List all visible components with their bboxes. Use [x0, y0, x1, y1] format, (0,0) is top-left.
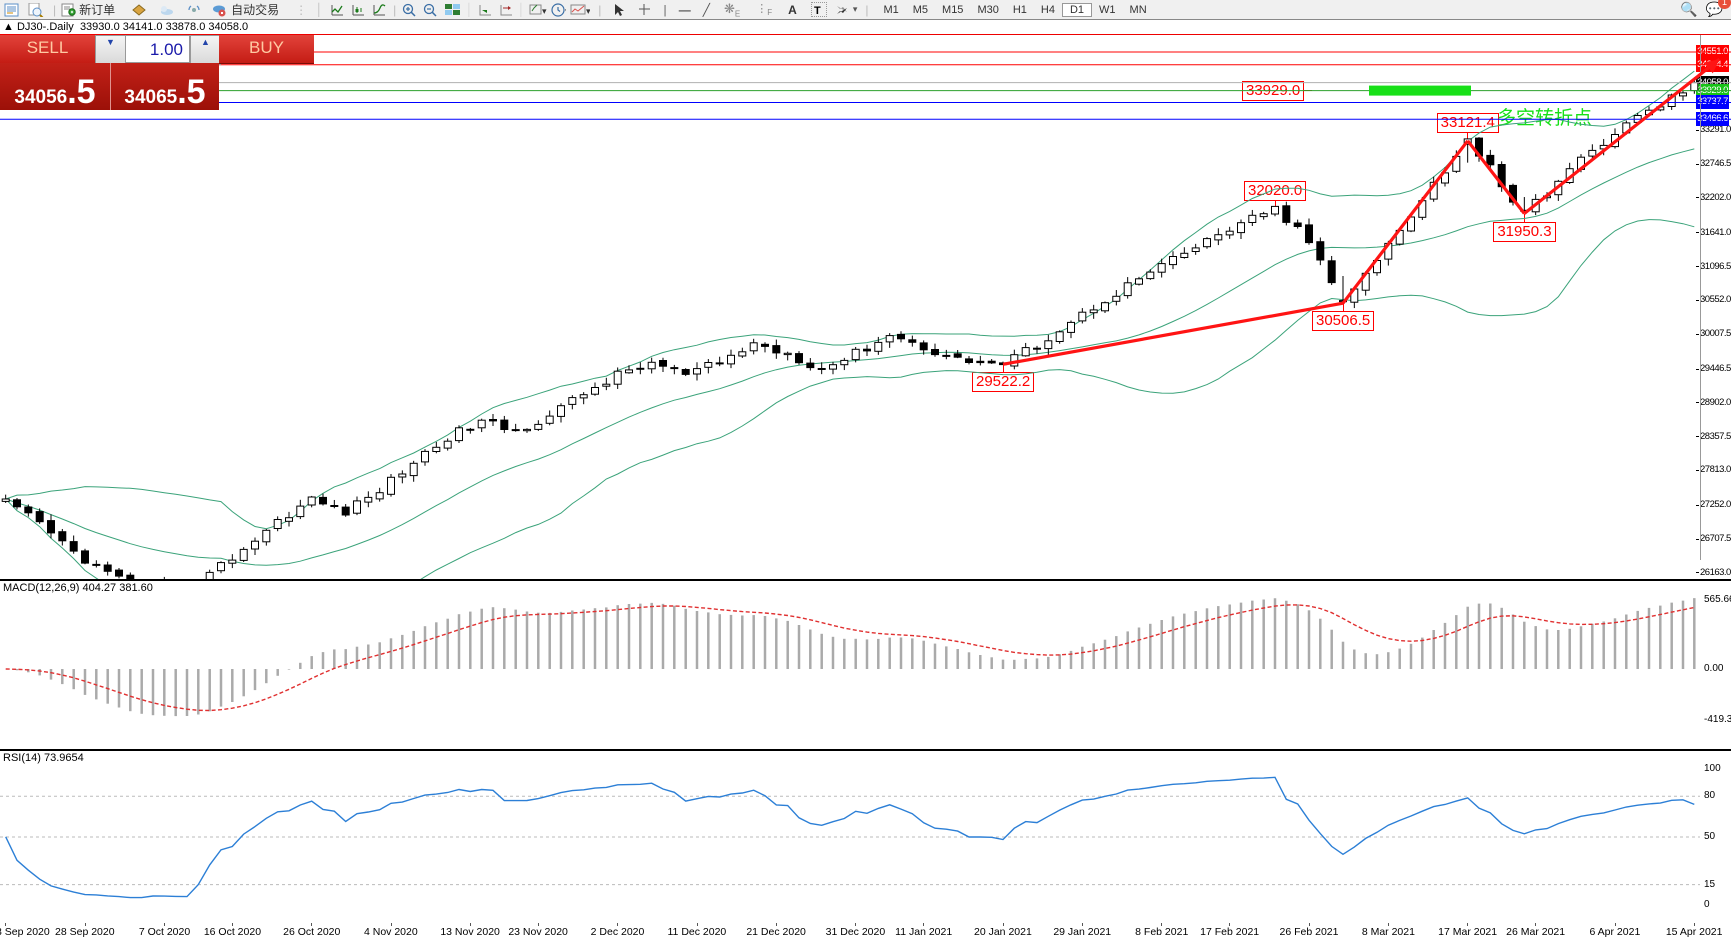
svg-text:T: T	[814, 5, 821, 17]
svg-text:▾: ▾	[586, 6, 590, 16]
svg-text:▾: ▾	[565, 6, 566, 16]
svg-text:▾: ▾	[542, 6, 547, 16]
